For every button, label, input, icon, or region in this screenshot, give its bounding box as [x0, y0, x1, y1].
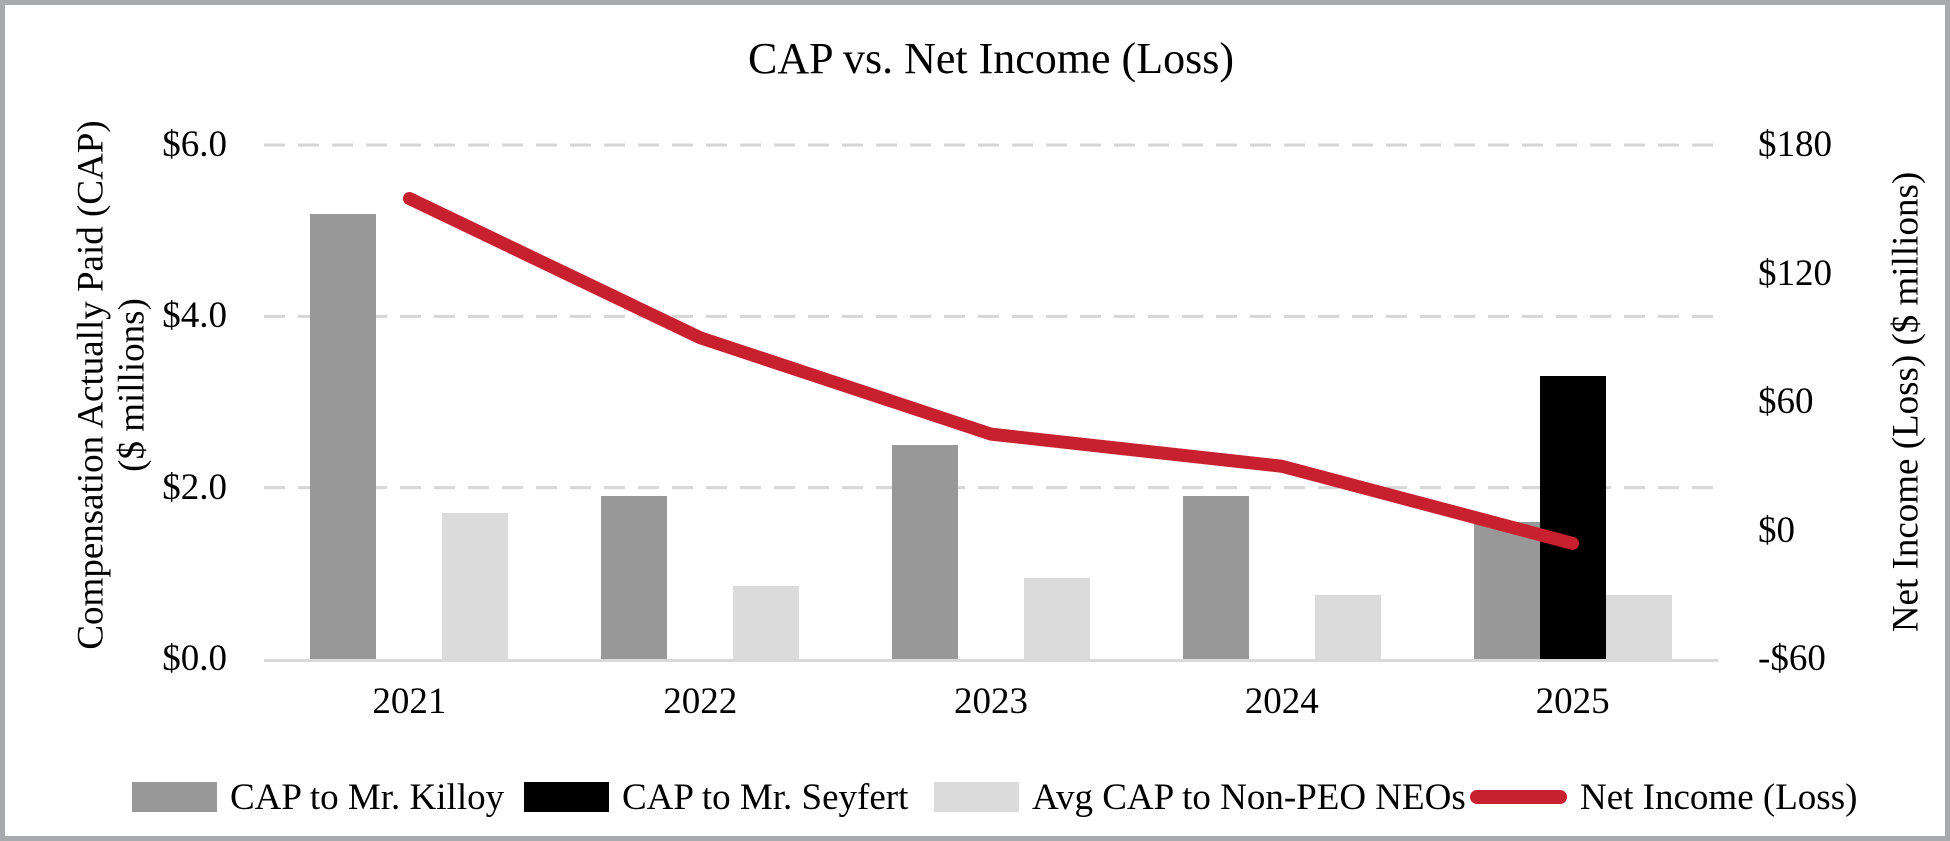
bar-avg-cap-to-non-peo-neos-2025 [1605, 594, 1672, 659]
bar-cap-to-mr-seyfert-2025 [1539, 376, 1606, 659]
plot-area [264, 143, 1718, 662]
legend-swatch-icon [934, 782, 1019, 812]
legend-swatch-icon [132, 782, 217, 812]
right-axis-tick-label-$60: $60 [1758, 381, 1814, 422]
bar-avg-cap-to-non-peo-neos-2023 [1024, 577, 1090, 659]
legend-item-cap-to-mr-seyfert: CAP to Mr. Seyfert [524, 775, 908, 819]
left-axis-tick-label-$6.0: $6.0 [162, 124, 227, 165]
bar-cap-to-mr-killoy-2023 [892, 444, 958, 659]
bar-avg-cap-to-non-peo-neos-2022 [733, 586, 800, 659]
legend-label: Avg CAP to Non-PEO NEOs [1032, 776, 1466, 818]
legend-item-net-income-loss-: Net Income (Loss) [1470, 775, 1857, 819]
right-axis-tick-label--$60: -$60 [1758, 638, 1826, 679]
right-axis-tick-label-$0: $0 [1758, 509, 1795, 551]
left-axis-tick-label-$2.0: $2.0 [162, 466, 227, 508]
bar-avg-cap-to-non-peo-neos-2021 [442, 513, 509, 659]
x-axis-label-2024: 2024 [1244, 681, 1319, 722]
x-axis-label-2022: 2022 [663, 681, 738, 722]
x-axis-label-2025: 2025 [1535, 681, 1610, 722]
legend-line-swatch-icon [1470, 790, 1567, 804]
x-axis-label-2023: 2023 [954, 681, 1028, 722]
bar-cap-to-mr-killoy-2025 [1473, 521, 1540, 659]
left-axis-tick-label-$0.0: $0.0 [162, 638, 227, 679]
legend-item-avg-cap-to-non-peo-neos: Avg CAP to Non-PEO NEOs [934, 775, 1466, 819]
line-layer [402, 192, 1580, 550]
bar-cap-to-mr-killoy-2022 [601, 496, 668, 659]
net-income-line [402, 192, 1580, 550]
legend-label: CAP to Mr. Seyfert [622, 776, 909, 818]
legend-label: CAP to Mr. Killoy [230, 776, 505, 818]
bar-cap-to-mr-killoy-2021 [310, 213, 377, 659]
bar-avg-cap-to-non-peo-neos-2024 [1314, 594, 1381, 659]
legend-label: Net Income (Loss) [1580, 776, 1858, 818]
chart-title: CAP vs. Net Income (Loss) [748, 34, 1234, 83]
bar-cap-to-mr-killoy-2024 [1182, 496, 1249, 659]
left-axis-tick-label-$4.0: $4.0 [162, 295, 227, 337]
right-axis-tick-label-$180: $180 [1758, 124, 1832, 165]
right-axis-tick-label-$120: $120 [1758, 252, 1832, 294]
legend-item-cap-to-mr-killoy: CAP to Mr. Killoy [132, 775, 504, 819]
x-axis-label-2021: 2021 [372, 681, 447, 722]
legend-swatch-icon [524, 782, 609, 812]
